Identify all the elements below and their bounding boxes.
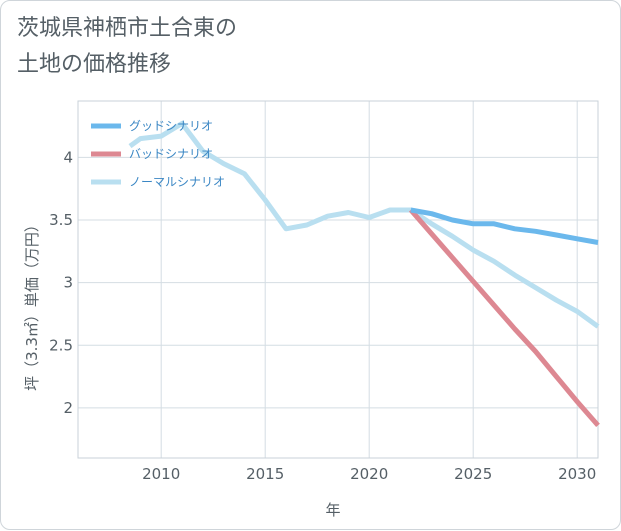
y-axis-label: 坪（3.3㎡）単価（万円） — [23, 217, 41, 391]
title-line-2: 土地の価格推移 — [17, 52, 172, 77]
y-axis-ticks: 2 2.5 3 3.5 4 — [49, 148, 73, 417]
legend-label: ノーマルシナリオ — [129, 175, 225, 189]
x-axis-ticks: 2010 2015 2020 2025 2030 — [142, 465, 596, 483]
title-line-1: 茨城県神栖市土合東の — [17, 16, 238, 41]
y-tick-label: 3.5 — [49, 211, 73, 229]
grid — [78, 101, 598, 458]
chart-title: 茨城県神栖市土合東の 土地の価格推移 — [17, 11, 237, 83]
y-tick-label: 2 — [63, 399, 73, 417]
y-tick-label: 4 — [63, 148, 73, 166]
legend-label: バッドシナリオ — [129, 147, 213, 161]
legend-label: グッドシナリオ — [129, 119, 213, 133]
series-line-1 — [408, 208, 600, 428]
x-tick-label: 2015 — [246, 465, 284, 483]
plot-frame — [77, 100, 599, 459]
x-tick-label: 2020 — [350, 465, 388, 483]
series-line-2 — [128, 121, 600, 329]
y-tick-label: 2.5 — [49, 336, 73, 354]
x-tick-label: 2025 — [454, 465, 492, 483]
x-axis-label: 年 — [325, 501, 340, 519]
x-tick-label: 2030 — [558, 465, 596, 483]
x-tick-label: 2010 — [142, 465, 180, 483]
y-tick-label: 3 — [63, 274, 73, 292]
series-lines — [128, 121, 600, 428]
series-line-0 — [410, 207, 599, 245]
